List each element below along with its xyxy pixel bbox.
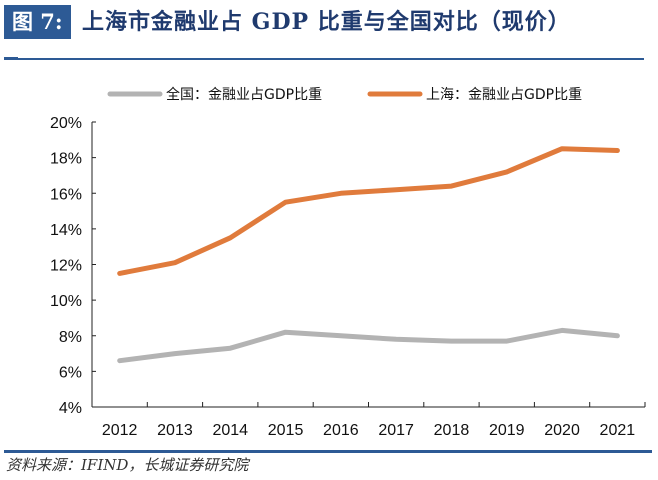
figure-label: 图 7: — [4, 5, 71, 39]
legend-label-shanghai: 上海：金融业占GDP比重 — [426, 87, 582, 103]
x-tick-label: 2012 — [102, 422, 138, 439]
y-tick-label: 10% — [50, 293, 82, 310]
x-tick-label: 2018 — [434, 422, 470, 439]
footer-rule — [4, 450, 652, 453]
x-tick-label: 2015 — [268, 422, 304, 439]
y-tick-label: 6% — [59, 364, 82, 381]
x-tick-label: 2019 — [489, 422, 525, 439]
y-tick-label: 8% — [59, 329, 82, 346]
y-tick-label: 14% — [50, 222, 82, 239]
x-tick-label: 2020 — [544, 422, 580, 439]
x-tick-label: 2021 — [600, 422, 636, 439]
y-tick-label: 20% — [50, 115, 82, 132]
legend: 全国：金融业占GDP比重 上海：金融业占GDP比重 — [107, 86, 582, 103]
x-tick-label: 2013 — [157, 422, 193, 439]
line-chart: 全国：金融业占GDP比重 上海：金融业占GDP比重 4% 6% 8% 10% 12% 14%… — [50, 86, 646, 439]
y-tick-label: 4% — [59, 400, 82, 417]
y-tick-label: 16% — [50, 186, 82, 203]
series-line-shanghai — [117, 146, 620, 276]
x-tick-label: 2014 — [212, 422, 248, 439]
y-tick-label: 18% — [50, 151, 82, 168]
x-tick-label: 2016 — [323, 422, 359, 439]
axes: 4% 6% 8% 10% 12% 14% 16% 18% 20% 2012 2013 2014 2015… — [50, 115, 646, 439]
y-tick-label: 12% — [50, 258, 82, 275]
source-note: 资料来源：IFIND，长城证券研究院 — [6, 456, 249, 474]
figure-header: 图 7: 上海市金融业占 GDP 比重与全国对比（现价） — [0, 0, 658, 50]
header-rule — [4, 58, 644, 60]
chart-title: 上海市金融业占 GDP 比重与全国对比（现价） — [82, 9, 571, 35]
series-group — [117, 146, 620, 364]
legend-label-national: 全国：金融业占GDP比重 — [166, 86, 322, 103]
x-tick-label: 2017 — [378, 422, 414, 439]
series-line-national — [117, 327, 620, 364]
